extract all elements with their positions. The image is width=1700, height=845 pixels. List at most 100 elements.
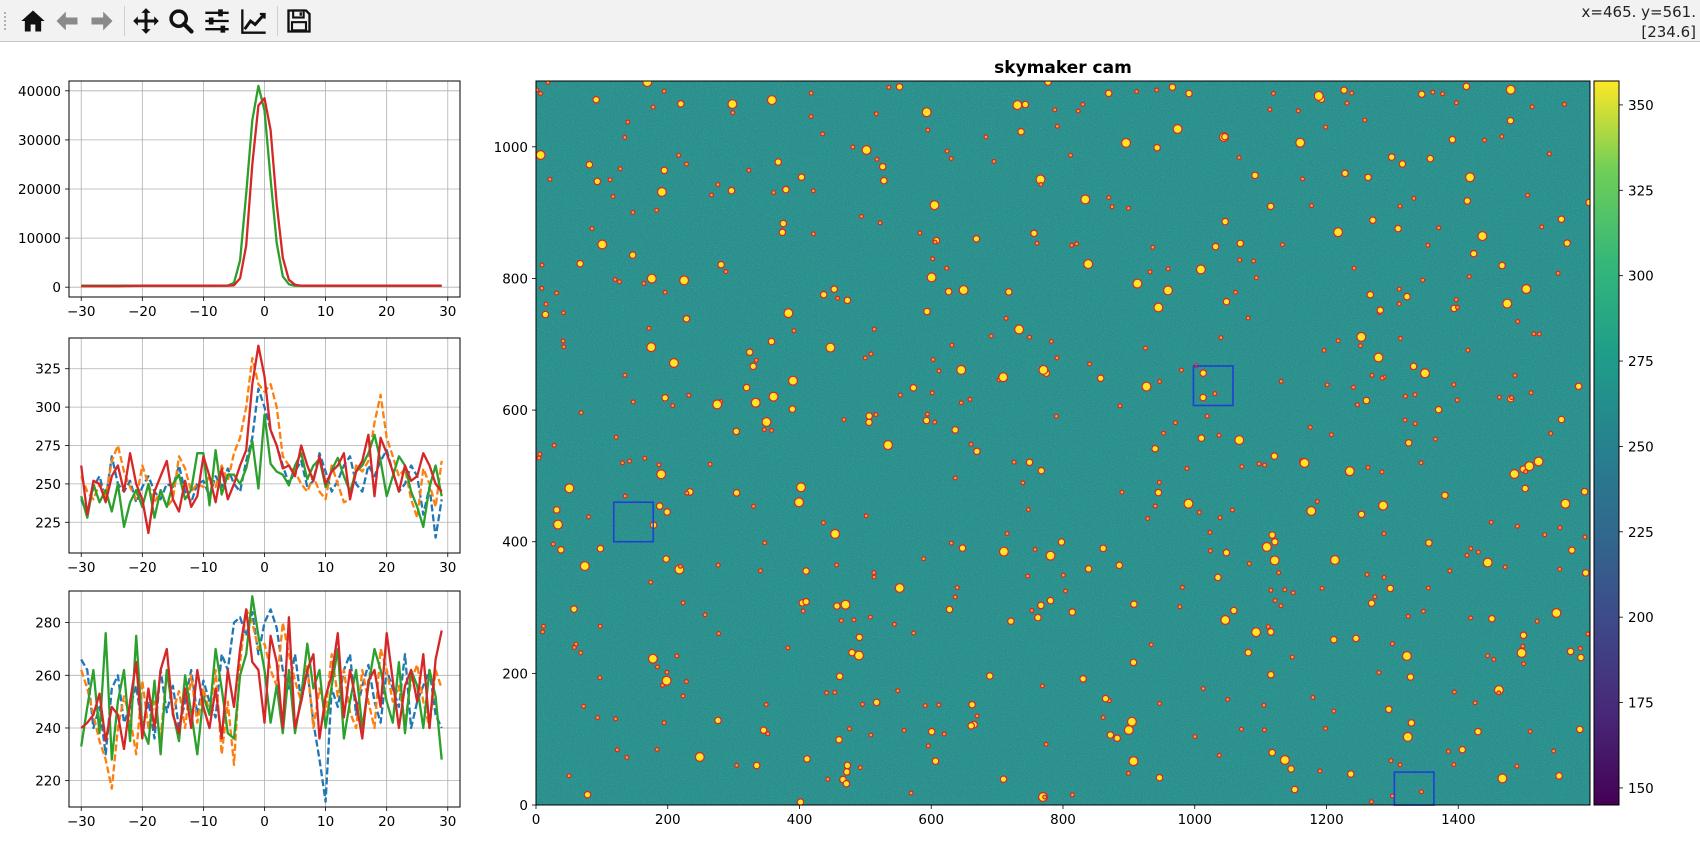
star-core xyxy=(869,352,873,356)
star-core xyxy=(1127,206,1130,210)
star-core xyxy=(1318,769,1322,773)
star-core xyxy=(1422,610,1425,613)
star-core xyxy=(594,178,600,184)
toolbar-grip[interactable] xyxy=(4,12,9,30)
star-core xyxy=(623,136,627,139)
colorbar-tick-label: 350 xyxy=(1628,98,1654,114)
star-core xyxy=(657,503,663,509)
star-core xyxy=(747,169,751,172)
star-core xyxy=(1564,240,1570,246)
star-core xyxy=(1213,392,1217,395)
star-core xyxy=(1520,632,1527,638)
colorbar-gradient xyxy=(1594,81,1619,805)
star-core xyxy=(1526,193,1529,197)
star-core xyxy=(1413,393,1417,396)
star-core xyxy=(1197,265,1205,274)
edit-axis-button[interactable] xyxy=(237,4,271,38)
forward-button[interactable] xyxy=(85,4,119,38)
figure-canvas[interactable]: −30 −20 −10 0 10 20 30010000200003000040000−30… xyxy=(0,43,1700,845)
star-core xyxy=(1442,492,1448,498)
star-core xyxy=(565,484,574,493)
star-core xyxy=(1106,90,1112,96)
star-core xyxy=(1528,730,1532,733)
star-core xyxy=(598,240,606,249)
star-core xyxy=(822,521,825,524)
star-core xyxy=(1101,716,1105,719)
star-core xyxy=(1426,243,1430,247)
star-core xyxy=(952,427,958,433)
star-core xyxy=(1477,550,1480,554)
star-core xyxy=(937,703,941,707)
star-core xyxy=(1427,156,1433,162)
star-core xyxy=(1291,655,1294,659)
panels: −30 −20 −10 0 10 20 30010000200003000040000−30… xyxy=(18,58,1654,830)
star-core xyxy=(1201,687,1205,690)
star-core xyxy=(1469,616,1472,620)
star-core xyxy=(536,151,545,159)
home-button[interactable] xyxy=(16,4,50,38)
star-core xyxy=(1081,103,1085,106)
star-core xyxy=(665,671,669,674)
star-core xyxy=(1222,134,1228,140)
star-core xyxy=(1012,460,1016,464)
save-button[interactable] xyxy=(282,4,316,38)
star-core xyxy=(1006,289,1012,295)
tick-label-x: −30 xyxy=(67,304,96,320)
star-core xyxy=(1397,302,1401,306)
star-core xyxy=(1510,396,1513,399)
star-core xyxy=(896,84,903,90)
tick-label-x: 20 xyxy=(378,560,395,576)
colorbar: 150 175 200 225 250 275 300 325 350 xyxy=(1593,80,1654,806)
star-core xyxy=(1122,139,1130,147)
star-core xyxy=(1185,467,1189,470)
star-core xyxy=(1324,125,1327,129)
configure-subplots-button[interactable] xyxy=(200,4,234,38)
star-core xyxy=(973,236,980,242)
star-core xyxy=(1198,435,1204,441)
star-core xyxy=(1131,601,1137,607)
star-core xyxy=(626,120,630,124)
pan-button[interactable] xyxy=(129,4,163,38)
star-core xyxy=(1489,616,1495,622)
star-core xyxy=(611,195,615,198)
star-core xyxy=(1465,554,1469,557)
star-core xyxy=(1382,576,1386,579)
star-core xyxy=(658,188,666,196)
star-core xyxy=(1558,567,1561,571)
home-icon xyxy=(21,10,45,32)
star-core xyxy=(869,733,873,737)
star-core xyxy=(1107,732,1113,738)
star-core xyxy=(1561,499,1570,508)
star-core xyxy=(1071,793,1074,797)
star-core xyxy=(718,262,724,268)
star-core xyxy=(1370,374,1374,377)
star-core xyxy=(643,81,652,86)
star-core xyxy=(851,145,855,149)
star-core xyxy=(826,777,830,781)
star-core xyxy=(831,530,839,538)
star-core xyxy=(731,111,735,114)
star-core xyxy=(631,211,635,214)
star-core xyxy=(932,758,939,764)
back-button[interactable] xyxy=(50,4,84,38)
star-core xyxy=(661,684,664,687)
star-core xyxy=(769,392,778,401)
star-core xyxy=(1398,204,1402,208)
star-core xyxy=(878,221,882,225)
star-core xyxy=(555,291,558,295)
star-core xyxy=(1521,644,1525,648)
star-core xyxy=(1419,461,1423,465)
star-core xyxy=(989,334,993,338)
colorbar-tick-label: 325 xyxy=(1628,183,1654,199)
star-core xyxy=(681,601,685,605)
star-core xyxy=(834,603,840,609)
star-core xyxy=(918,231,922,235)
tick-label-x: 0 xyxy=(532,812,541,828)
star-core xyxy=(881,178,887,184)
tick-label-x: 30 xyxy=(439,304,456,320)
star-core xyxy=(754,762,760,769)
star-core xyxy=(1116,562,1122,568)
star-core xyxy=(552,444,556,447)
zoom-button[interactable] xyxy=(164,4,198,38)
star-core xyxy=(1471,251,1477,257)
